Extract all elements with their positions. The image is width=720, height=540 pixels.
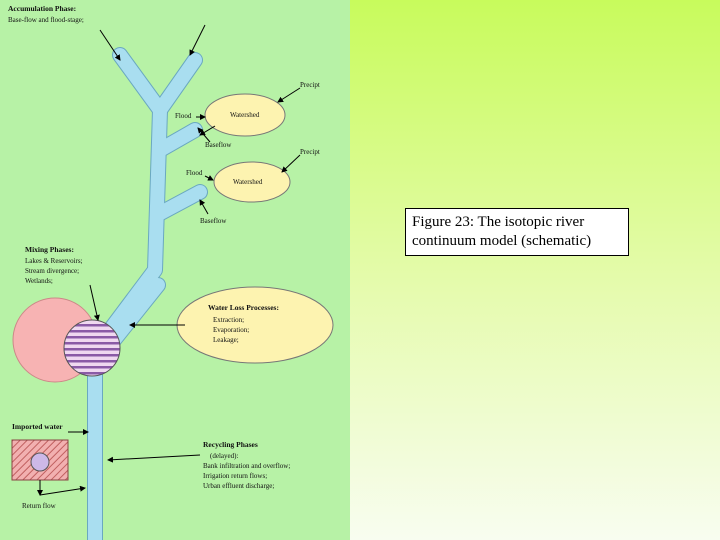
label: (delayed): bbox=[210, 452, 238, 460]
label: Accumulation Phase: bbox=[8, 4, 76, 13]
arrows bbox=[37, 24, 301, 496]
label: Baseflow bbox=[205, 141, 232, 149]
label: Water Loss Processes: bbox=[208, 303, 279, 312]
label: Precipt bbox=[300, 148, 320, 156]
label: Lakes & Reservoirs; bbox=[25, 257, 83, 265]
watershed-ellipse bbox=[213, 161, 291, 203]
label: Leakage; bbox=[213, 336, 239, 344]
label: Extraction; bbox=[213, 316, 244, 324]
label: Stream divergence; bbox=[25, 267, 79, 275]
mixing-circle bbox=[63, 319, 121, 377]
label: Wetlands; bbox=[25, 277, 53, 285]
label: Precipt bbox=[300, 81, 320, 89]
caption: Figure 23: The isotopic river continuum … bbox=[405, 208, 629, 256]
label: Base-flow and flood-stage; bbox=[8, 16, 84, 24]
label: Urban effluent discharge; bbox=[203, 482, 274, 490]
water-loss-ellipse bbox=[176, 286, 334, 364]
label: Irrigation return flows; bbox=[203, 472, 267, 480]
label: Return flow bbox=[22, 502, 57, 510]
label: Evaporation; bbox=[213, 326, 249, 334]
label: Imported water bbox=[12, 422, 63, 431]
label: Flood bbox=[186, 169, 203, 177]
label: Bank infiltration and overflow; bbox=[203, 462, 290, 470]
river bbox=[87, 47, 208, 540]
imported-circle bbox=[30, 452, 50, 472]
label: Watershed bbox=[233, 178, 263, 186]
label: Flood bbox=[175, 112, 192, 120]
label: Mixing Phases: bbox=[25, 245, 74, 254]
label: Recycling Phases bbox=[203, 440, 258, 449]
label: Watershed bbox=[230, 111, 260, 119]
label: Baseflow bbox=[200, 217, 227, 225]
